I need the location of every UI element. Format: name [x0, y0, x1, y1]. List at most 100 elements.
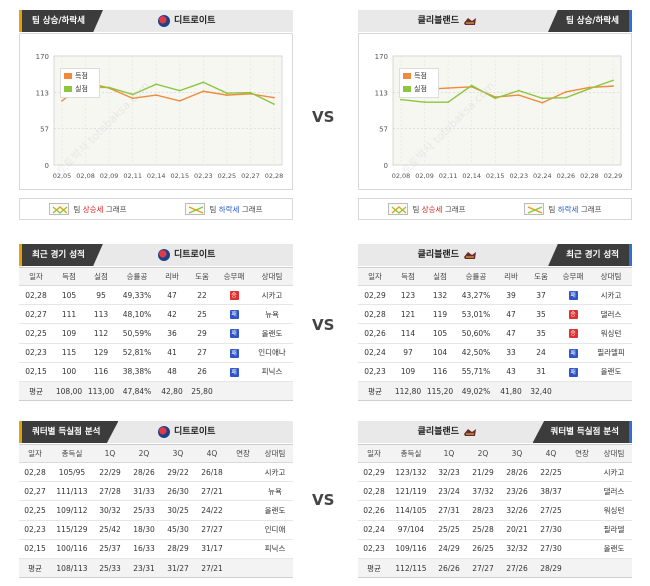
table-row: 02,23 115/129 25/42 18/30 45/30 27/27 인디애: [19, 520, 293, 540]
data-point: [564, 91, 567, 93]
table-row: 02,29 123 132 43,27% 39 37 패 시카고: [358, 285, 632, 306]
quarter-panel-left: 쿼터별 득실점 분석 디트로이트: [19, 421, 293, 443]
cell-date: 02,29: [358, 462, 390, 483]
cell-reb: 47: [496, 304, 526, 325]
y-tick-label: 170: [36, 53, 49, 61]
chart-legend: 득점 실점: [60, 68, 100, 98]
data-point: [108, 86, 111, 89]
data-point: [588, 87, 591, 90]
avg-reb: 41,80: [496, 381, 526, 402]
table-row: 02,28 105 95 49,33% 47 22 승 시카고: [19, 285, 293, 306]
cell-q4: 31/17: [195, 539, 229, 559]
recent-panel-left: 최근 경기 성적 디트로이트: [19, 244, 293, 266]
data-point: [131, 93, 134, 96]
avg-opp: 113,00: [85, 381, 117, 402]
table-row: 02,15 100/116 25/37 16/33 28/29 31/17 피닉스: [19, 539, 293, 559]
cell-ot: [568, 520, 596, 540]
cell-date: 02,28: [358, 481, 390, 502]
cell-q4: 27/30: [534, 539, 568, 559]
series-line-allowed: [400, 79, 614, 103]
cell-team: 댈러스: [596, 481, 632, 502]
cell-opp: 112: [85, 323, 117, 344]
cell-date: 02,26: [358, 323, 392, 344]
table-row: 02,23 109 116 55,71% 43 31 패 올랜도: [358, 362, 632, 382]
cell-ast: 27: [187, 343, 217, 363]
loss-badge: 패: [229, 310, 239, 320]
cell-q1: 22/29: [93, 462, 127, 483]
cell-pts: 97: [392, 343, 424, 363]
cell-ot: [568, 462, 596, 483]
average-row: 평균 112/115 26/26 27/27 27/26 28/29: [358, 558, 632, 579]
cell-team: 올랜도: [596, 539, 632, 559]
cell-team: 시카고: [596, 462, 632, 483]
column-header: 상대팀: [596, 444, 632, 463]
table-header-row: 일자 총득실 1Q 2Q 3Q 4Q 연장 상대팀: [358, 444, 632, 463]
trend-chart-left: 0 57 113 170 02,05 02,08 02,09 02,11 02,14 02,15 0…: [19, 33, 293, 190]
column-header: 상대팀: [257, 444, 293, 463]
cell-q3: 23/26: [500, 481, 534, 502]
table-row: 02,25 109 112 50,59% 36 29 패 올랜도: [19, 323, 293, 344]
legend-item-scored: 득점: [400, 69, 438, 82]
data-point: [273, 96, 275, 99]
cell-reb: 33: [496, 343, 526, 363]
quarter-header-left: 쿼터별 득실점 분석 디트로이트: [19, 421, 293, 443]
cell-q4: 26/18: [195, 462, 229, 483]
win-badge: 승: [568, 310, 578, 320]
avg-empty: [257, 558, 293, 579]
down-graph-legend: 팀 하락세 그래프: [185, 203, 263, 215]
data-point: [225, 94, 228, 97]
cell-res: 승: [556, 304, 590, 325]
team-name: 디트로이트: [174, 250, 216, 260]
cell-pts: 105: [53, 285, 85, 306]
cell-q3: 20/21: [500, 520, 534, 540]
table-row: 02,27 111 113 48,10% 42 25 패 뉴욕: [19, 304, 293, 325]
cell-res: 패: [217, 362, 251, 382]
trend-chart-svg-left: 0 57 113 170 02,05 02,08 02,09 02,11 02,14 02,15 0…: [36, 53, 284, 180]
team-name: 디트로이트: [174, 16, 216, 26]
cell-res: 패: [556, 343, 590, 363]
x-tick-label: 02,09: [100, 172, 119, 180]
avg-q3: 27/26: [500, 558, 534, 579]
column-header: 1Q: [93, 444, 127, 463]
x-tick-label: 02,11: [123, 172, 142, 180]
cleveland-logo-icon: [464, 428, 476, 436]
cell-pct: 50,60%: [456, 323, 496, 344]
cell-q1: 23/24: [432, 481, 466, 502]
cell-q3: 28/26: [500, 462, 534, 483]
avg-label: 평균: [358, 381, 392, 402]
trend-panel-right: 팀 상승/하락세 클리블랜드: [358, 10, 632, 32]
cell-pts: 123: [392, 285, 424, 306]
average-row: 평균 112,80 115,20 49,02% 41,80 32,40: [358, 381, 632, 402]
cell-pct: 50,59%: [117, 323, 157, 344]
cell-q1: 24/29: [432, 539, 466, 559]
y-tick-label: 57: [379, 125, 388, 133]
data-point: [131, 97, 134, 100]
column-header: 승률공: [117, 267, 157, 286]
cell-pct: 38,38%: [117, 362, 157, 382]
y-tick-label: 170: [375, 53, 388, 61]
cell-pts: 115: [53, 343, 85, 363]
avg-q1: 25/33: [93, 558, 127, 579]
down-graph-legend: 팀 하락세 그래프: [524, 203, 602, 215]
cell-q1: 25/25: [432, 520, 466, 540]
cell-ot: [229, 462, 257, 483]
cell-opp: 116: [424, 362, 456, 382]
legend-item-allowed: 실점: [400, 82, 438, 95]
quarter-team-left: 디트로이트: [158, 421, 215, 443]
cell-total: 114/105: [390, 500, 432, 521]
loss-badge: 패: [229, 348, 239, 358]
data-point: [541, 97, 544, 100]
quarter-team-right: 클리블랜드: [418, 421, 477, 443]
column-header: 연장: [568, 444, 596, 463]
avg-empty: [217, 381, 251, 402]
cell-res: 패: [217, 343, 251, 363]
cell-ot: [229, 500, 257, 521]
cell-reb: 42: [157, 304, 187, 325]
cell-total: 111/113: [51, 481, 93, 502]
loss-badge: 패: [568, 291, 578, 301]
up-graph-label: 팀 상승세 그래프: [412, 204, 466, 214]
cell-reb: 41: [157, 343, 187, 363]
win-badge: 승: [229, 291, 239, 301]
table-row: 02,26 114/105 27/31 28/23 32/26 27/25 워싱턴: [358, 500, 632, 521]
cell-q2: 25/28: [466, 520, 500, 540]
